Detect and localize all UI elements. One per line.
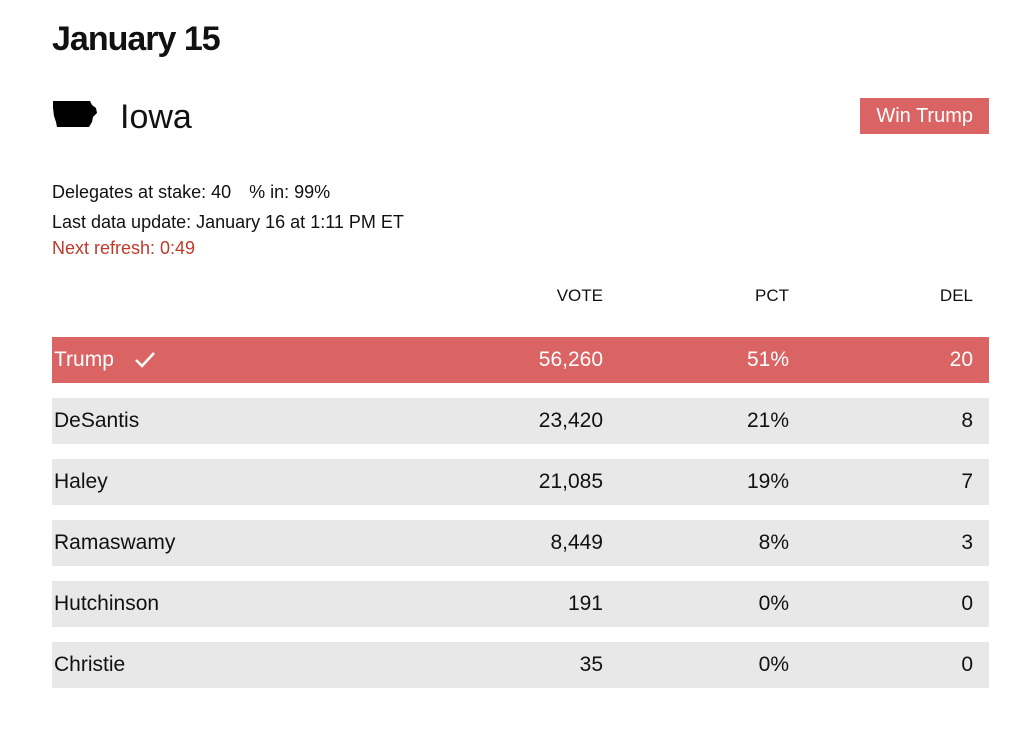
table-header: VOTE PCT DEL	[52, 286, 989, 312]
table-row: Christie 35 0% 0	[52, 642, 989, 688]
results-table: VOTE PCT DEL Trump 56,260 51% 20 DeSanti…	[52, 286, 989, 688]
candidate-name: Trump	[54, 348, 114, 371]
delegate-count: 7	[961, 470, 973, 493]
header-del: DEL	[939, 286, 973, 305]
vote-count: 35	[579, 653, 603, 676]
candidate-name: Christie	[54, 653, 126, 676]
next-refresh: Next refresh: 0:49	[52, 238, 196, 258]
table-row: Ramaswamy 8,449 8% 3	[52, 520, 989, 566]
table-row: Hutchinson 191 0% 0	[52, 581, 989, 627]
vote-count: 191	[567, 592, 603, 615]
iowa-state-icon	[53, 101, 97, 127]
state-name: Iowa	[120, 98, 192, 136]
vote-count: 21,085	[538, 470, 603, 493]
vote-percent: 0%	[758, 592, 789, 615]
table-row: Trump 56,260 51% 20	[52, 337, 989, 383]
winner-badge: Win Trump	[860, 98, 989, 134]
table-row: Haley 21,085 19% 7	[52, 459, 989, 505]
last-update: Last data update: January 16 at 1:11 PM …	[52, 212, 404, 232]
header-pct: PCT	[755, 286, 789, 305]
vote-count: 23,420	[538, 409, 603, 432]
vote-count: 8,449	[550, 531, 603, 554]
delegate-count: 20	[949, 348, 973, 371]
delegate-count: 0	[961, 653, 973, 676]
vote-percent: 19%	[746, 470, 789, 493]
header-vote: VOTE	[556, 286, 603, 305]
vote-percent: 8%	[758, 531, 789, 554]
table-row: DeSantis 23,420 21% 8	[52, 398, 989, 444]
checkmark-icon	[135, 352, 155, 369]
candidate-name: Haley	[54, 470, 108, 493]
vote-percent: 21%	[746, 409, 789, 432]
page-title: January 15	[52, 20, 221, 58]
delegate-count: 0	[961, 592, 973, 615]
delegate-count: 8	[961, 409, 973, 432]
candidate-name: Ramaswamy	[54, 531, 176, 554]
state-header: Iowa Win Trump	[52, 96, 989, 138]
candidate-name: Hutchinson	[54, 592, 160, 615]
percent-in: % in: 99%	[249, 182, 331, 202]
delegates-info: Delegates at stake: 40 % in: 99%	[52, 181, 330, 203]
vote-percent: 51%	[746, 348, 789, 371]
delegate-count: 3	[961, 531, 973, 554]
vote-count: 56,260	[538, 348, 603, 371]
delegates-at-stake: Delegates at stake: 40	[52, 182, 232, 202]
candidate-name: DeSantis	[54, 409, 140, 432]
vote-percent: 0%	[758, 653, 789, 676]
